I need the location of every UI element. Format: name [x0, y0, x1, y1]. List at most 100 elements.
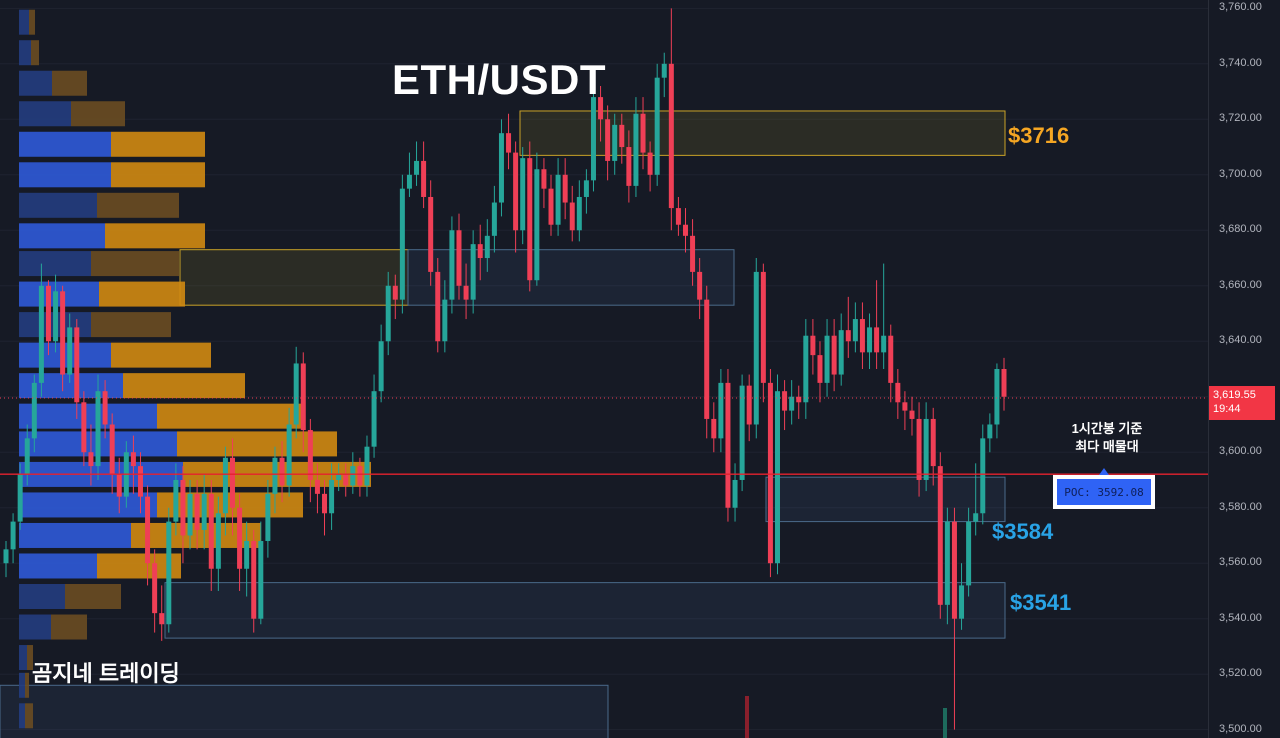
- volume-bar-sell: [97, 192, 179, 218]
- price-tick: 3,580.00: [1219, 500, 1262, 513]
- candle-body: [690, 235, 696, 272]
- poc-label: POC: 3592.08: [1053, 475, 1155, 509]
- candle-body: [385, 285, 391, 342]
- candle-body: [782, 391, 788, 411]
- candle-body: [859, 319, 865, 353]
- candle-body: [930, 418, 936, 467]
- candle-body: [944, 521, 950, 605]
- candle-body: [229, 457, 235, 508]
- candle-body: [456, 230, 462, 286]
- volume-bar-buy: [19, 223, 105, 249]
- candle-body: [980, 438, 986, 514]
- level-label-3584: $3584: [992, 519, 1054, 544]
- candle-body: [987, 424, 993, 439]
- volume-bar-sell: [91, 251, 179, 277]
- zone-support-3584: [765, 476, 1006, 523]
- candle-body: [272, 457, 278, 494]
- candle-body: [329, 479, 335, 514]
- candle-body: [675, 208, 681, 225]
- candle-body: [888, 335, 894, 383]
- current-price-label: 3,619.55 19:44: [1209, 386, 1275, 420]
- candle-body: [775, 391, 781, 564]
- volume-bar-buy: [19, 9, 29, 35]
- candle-body: [612, 124, 618, 161]
- candle-body: [527, 158, 533, 281]
- candle-body: [704, 299, 710, 419]
- volume-bar-buy: [19, 403, 157, 429]
- candle-body: [237, 507, 243, 569]
- candle-body: [555, 174, 561, 225]
- volume-bar-sell: [25, 703, 33, 729]
- candle-body: [180, 479, 186, 536]
- volume-bar-sell: [111, 342, 211, 368]
- candle-body: [435, 271, 441, 342]
- volume-spike: [943, 708, 947, 738]
- candle-body: [81, 402, 87, 453]
- candle-body: [590, 97, 596, 181]
- candle-body: [3, 549, 9, 564]
- candle-body: [973, 513, 979, 522]
- price-tick: 3,760.00: [1219, 1, 1262, 14]
- candle-body: [314, 479, 320, 494]
- candle-body: [95, 391, 101, 467]
- candle-body: [201, 493, 207, 530]
- candle-body: [293, 363, 299, 425]
- candle-body: [336, 474, 342, 480]
- candle-body: [463, 285, 469, 300]
- candle-body: [697, 271, 703, 300]
- price-tick: 3,720.00: [1219, 112, 1262, 125]
- candle-body: [951, 521, 957, 619]
- price-axis[interactable]: 3,760.00 3,740.00 3,720.00 3,700.00 3,680.00…: [1208, 0, 1280, 738]
- volume-bar-buy: [19, 492, 157, 518]
- candle-body: [130, 452, 136, 467]
- price-tick: 3,700.00: [1219, 167, 1262, 180]
- candle-body: [739, 385, 745, 480]
- candle-body: [17, 474, 23, 522]
- candle-body: [159, 613, 165, 625]
- candle-body: [513, 152, 519, 231]
- candle-body: [831, 335, 837, 375]
- price-tick: 3,660.00: [1219, 278, 1262, 291]
- volume-bar-buy: [19, 192, 97, 218]
- candle-body: [265, 493, 271, 542]
- candle-body: [867, 327, 873, 353]
- candle-body: [251, 541, 257, 619]
- candle-body: [640, 113, 646, 153]
- candle-body: [534, 169, 540, 281]
- candle-body: [718, 382, 724, 439]
- candle-body: [116, 474, 122, 497]
- candle-body: [810, 335, 816, 356]
- zone-mid-zone-3660: [179, 249, 409, 306]
- volume-bar-sell: [99, 281, 185, 307]
- candle-body: [145, 496, 151, 564]
- current-price-value: 3,619.55: [1213, 389, 1256, 401]
- candle-body: [357, 466, 363, 486]
- candle-body: [187, 493, 193, 536]
- price-tick: 3,640.00: [1219, 334, 1262, 347]
- candle-body: [753, 271, 759, 425]
- candle-body: [682, 224, 688, 236]
- candle-body: [322, 493, 328, 514]
- candle-body: [215, 513, 221, 569]
- candle-body: [803, 335, 809, 403]
- candle-body: [399, 188, 405, 300]
- poc-note-line-2: 최다 매물대: [1075, 439, 1139, 454]
- candle-body: [1001, 369, 1007, 397]
- candle-body: [350, 466, 356, 486]
- candle-body: [279, 457, 285, 486]
- candle-body: [74, 327, 80, 403]
- candle-body: [647, 152, 653, 175]
- candle-body: [300, 363, 306, 431]
- volume-bar-buy: [19, 553, 97, 579]
- grid-lines: [0, 7, 1208, 731]
- candle-body: [711, 418, 717, 439]
- candlesticks: [3, 8, 1007, 730]
- candle-body: [208, 493, 214, 569]
- candle-body: [760, 271, 766, 383]
- candle-body: [619, 124, 625, 148]
- volume-bar-buy: [19, 40, 31, 66]
- volume-bar-sell: [111, 131, 205, 157]
- candle-body: [244, 541, 250, 569]
- candle-body: [654, 77, 660, 175]
